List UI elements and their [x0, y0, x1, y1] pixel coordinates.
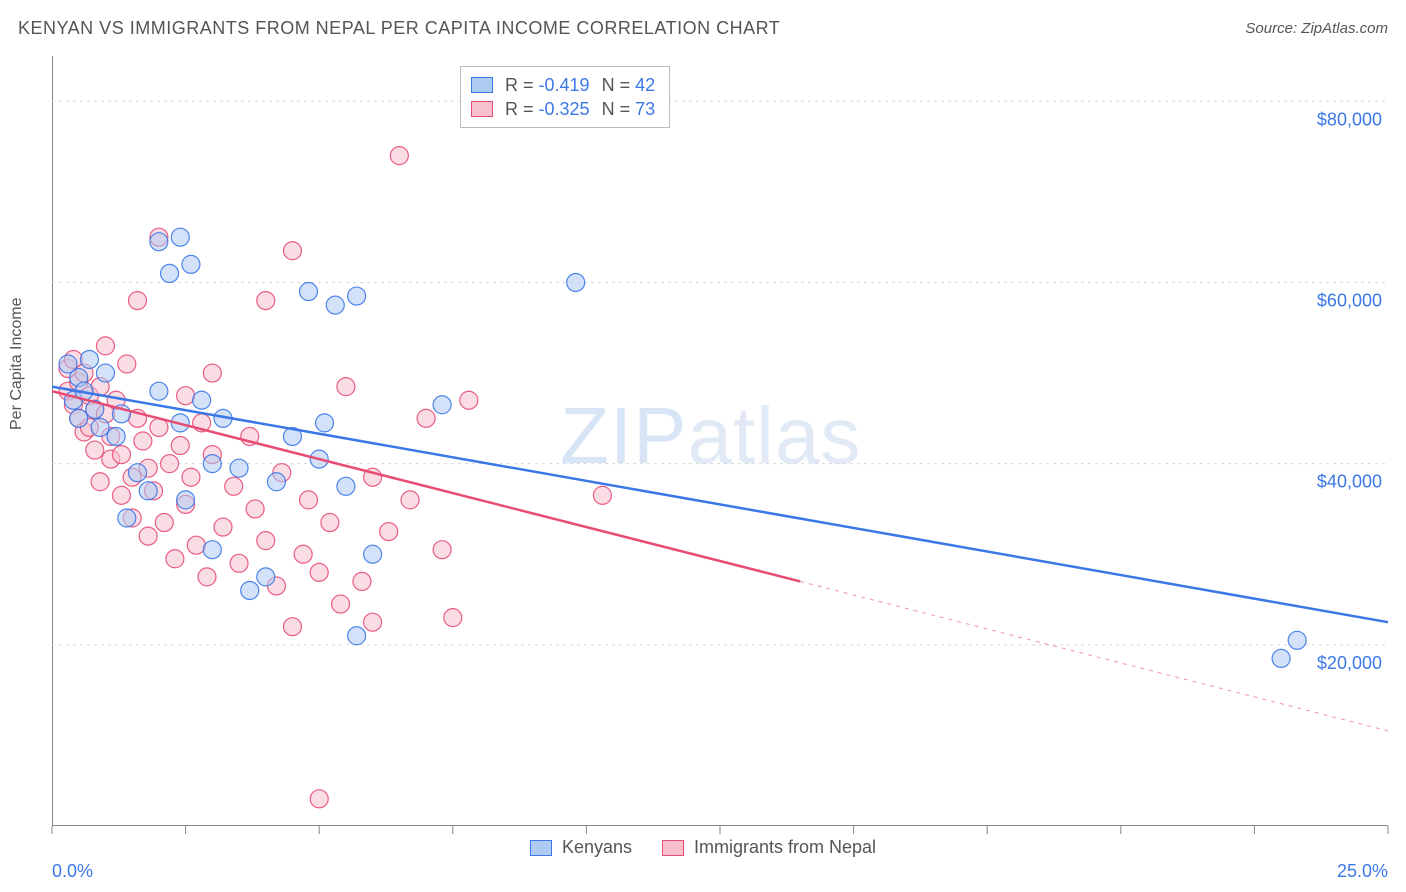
chart-svg: $20,000 $40,000 $60,000 $80,000 — [52, 56, 1388, 826]
y-axis-label: Per Capita Income — [8, 297, 26, 430]
r-label-0: R = — [505, 75, 534, 95]
n-label-0: N = — [602, 75, 631, 95]
legend-label-0: Kenyans — [562, 837, 632, 858]
stats-row-series-1: R = -0.325 N = 73 — [471, 97, 655, 121]
source-attribution: Source: ZipAtlas.com — [1245, 20, 1388, 37]
legend-swatch-0 — [530, 840, 552, 856]
legend-label-1: Immigrants from Nepal — [694, 837, 876, 858]
svg-text:$20,000: $20,000 — [1317, 653, 1382, 673]
n-label-1: N = — [602, 99, 631, 119]
stats-row-series-0: R = -0.419 N = 42 — [471, 73, 655, 97]
r-label-1: R = — [505, 99, 534, 119]
stats-legend: R = -0.419 N = 42 R = -0.325 N = 73 — [460, 66, 670, 128]
swatch-series-0 — [471, 77, 493, 93]
n-value-0: 42 — [635, 75, 655, 95]
xtick-min: 0.0% — [52, 861, 93, 882]
source-label: Source: — [1245, 20, 1301, 37]
svg-text:$80,000: $80,000 — [1317, 109, 1382, 129]
swatch-series-1 — [471, 101, 493, 117]
r-value-1: -0.325 — [539, 99, 590, 119]
svg-text:$40,000: $40,000 — [1317, 472, 1382, 492]
legend-item-0: Kenyans — [530, 837, 632, 858]
legend-swatch-1 — [662, 840, 684, 856]
svg-text:$60,000: $60,000 — [1317, 290, 1382, 310]
legend-item-1: Immigrants from Nepal — [662, 837, 876, 858]
chart-title: KENYAN VS IMMIGRANTS FROM NEPAL PER CAPI… — [18, 18, 780, 39]
xtick-max: 25.0% — [1337, 861, 1388, 882]
n-value-1: 73 — [635, 99, 655, 119]
source-value: ZipAtlas.com — [1301, 20, 1388, 37]
r-value-0: -0.419 — [539, 75, 590, 95]
bottom-legend: Kenyans Immigrants from Nepal — [0, 837, 1406, 858]
